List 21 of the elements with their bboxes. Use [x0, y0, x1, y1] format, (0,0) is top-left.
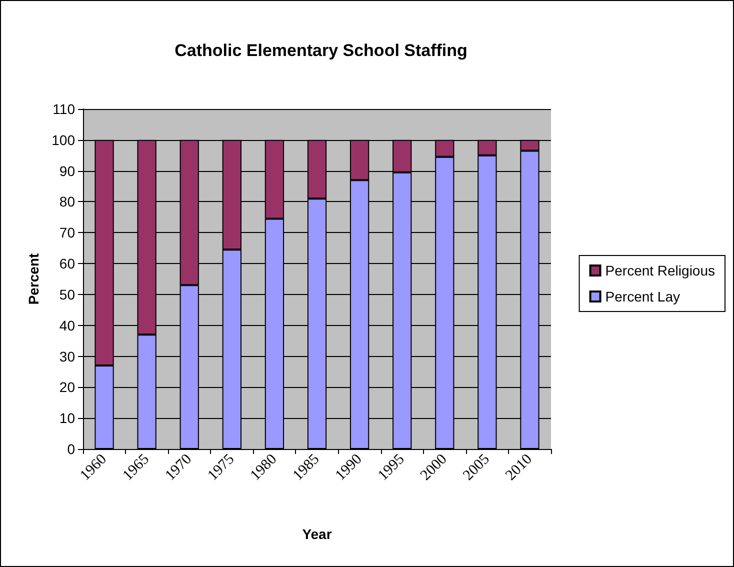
legend-label: Percent Religious	[605, 262, 716, 278]
y-axis-title: Percent	[26, 252, 42, 305]
y-tick-label: 80	[59, 194, 76, 210]
chart-title: Catholic Elementary School Staffing	[174, 41, 468, 60]
y-tick-label: 50	[59, 286, 76, 302]
legend-label: Percent Lay	[605, 288, 680, 304]
y-tick-label: 20	[59, 379, 76, 396]
y-tick-label: 40	[59, 317, 76, 334]
y-tick-label: 60	[59, 256, 76, 272]
y-tick-label: 70	[59, 224, 76, 241]
x-tick-label: 1960	[77, 451, 110, 484]
y-tick-label: 110	[52, 101, 76, 117]
y-tick-label: 0	[67, 441, 76, 457]
x-tick-label: 1970	[162, 451, 196, 484]
x-tick-label: 1990	[332, 451, 366, 484]
y-tick-label: 100	[52, 132, 76, 148]
y-tick-label: 30	[59, 348, 76, 364]
y-tick-label: 10	[59, 410, 76, 426]
y-tick-label: 90	[59, 162, 76, 179]
x-tick-label: 1980	[248, 451, 280, 484]
x-axis-title: Year	[302, 526, 332, 542]
